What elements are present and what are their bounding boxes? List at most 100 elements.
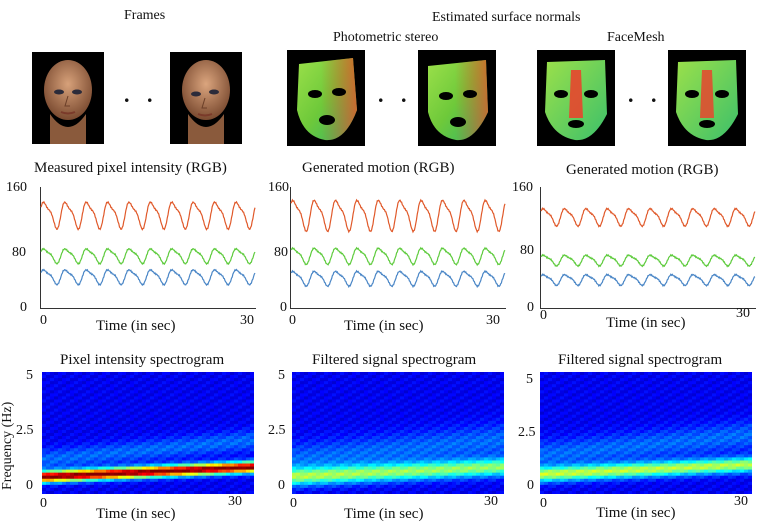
spectrogram-cell: [62, 463, 67, 467]
spectrogram-cell: [98, 402, 103, 406]
spectrogram-cell: [54, 387, 59, 391]
spectrogram-cell: [336, 466, 341, 470]
spectrogram-cell: [436, 490, 441, 494]
spectrogram-cell: [464, 411, 469, 416]
spectrogram-cell: [98, 463, 103, 467]
spectrogram-cell: [496, 378, 501, 382]
spectrogram-cell: [392, 454, 397, 458]
spectrogram-cell: [218, 463, 223, 467]
signal-xlabel-2: Time (in sec): [344, 318, 424, 334]
spectrogram-cell: [134, 387, 139, 391]
spectrogram-cell: [424, 378, 429, 382]
spectrogram-cell: [118, 411, 123, 416]
spectrogram-cell: [86, 372, 91, 376]
spectrogram-cell: [376, 487, 381, 492]
spectrogram-cell: [162, 426, 167, 431]
spectrogram-cell: [500, 399, 504, 403]
spectrogram-cell: [412, 402, 417, 406]
spectrogram-cell: [420, 384, 425, 388]
spectrogram-cell: [102, 442, 107, 446]
spectrogram-cell: [396, 451, 401, 455]
spectrogram-cell: [412, 393, 417, 397]
spectrogram-cell: [246, 469, 251, 474]
spectrogram-cell: [444, 478, 449, 483]
spectrogram-cell: [320, 445, 325, 449]
spectrogram-cell: [416, 454, 421, 458]
spectrogram-cell: [98, 466, 103, 470]
spectrogram-cell: [230, 384, 235, 388]
spectrogram-cell: [444, 387, 449, 391]
spectrogram-cell: [106, 439, 111, 443]
spectrogram-cell: [424, 390, 429, 394]
spectrogram-cell: [452, 460, 457, 464]
spectrogram-cell: [396, 423, 401, 428]
spectrogram-cell: [202, 490, 207, 494]
spectrogram-cell: [352, 439, 357, 443]
spectrogram-cell: [296, 469, 301, 474]
spectrogram-cell: [174, 411, 179, 416]
spectrogram-cell: [328, 484, 333, 489]
spectrogram-cell: [70, 408, 75, 413]
spectrogram-cell: [484, 384, 489, 388]
spectrogram-cell: [600, 399, 605, 403]
spectrogram-cell: [344, 457, 349, 461]
spectrogram-cell: [440, 372, 445, 376]
spectrogram-cell: [206, 460, 211, 464]
spectrogram-cell: [412, 484, 417, 489]
spectrogram-cell: [106, 436, 111, 440]
spectrogram-cell: [170, 439, 175, 443]
spectrogram-cell: [456, 475, 461, 480]
spectrogram-cell: [588, 429, 593, 434]
spectrogram-cell: [432, 454, 437, 458]
spectrogram-cell: [250, 460, 254, 464]
spectrogram-cell: [544, 436, 549, 440]
spectrogram-cell: [564, 433, 569, 437]
spectrogram-cell: [552, 436, 557, 440]
spectrogram-cell: [568, 396, 573, 400]
spectrogram-cell: [560, 390, 565, 394]
spectrogram-cell: [324, 433, 329, 437]
spectrogram-cell: [484, 448, 489, 452]
spectrogram-cell: [540, 472, 545, 477]
spectrogram-cell: [66, 414, 71, 419]
spectrogram-cell: [170, 414, 175, 419]
spectrogram-cell: [468, 463, 473, 467]
spectrogram-cell: [552, 387, 557, 391]
spectrogram-cell: [344, 423, 349, 428]
signal-xtick-0: 0: [540, 308, 547, 323]
spectrogram-cell: [572, 396, 577, 400]
spectrogram-cell: [360, 469, 365, 474]
spectrogram-cell: [500, 405, 504, 409]
spectrogram-cell: [74, 490, 79, 494]
spectrogram-cell: [90, 475, 95, 480]
spectrogram-cell: [460, 399, 465, 403]
spectrogram-cell: [320, 396, 325, 400]
spectrogram-cell: [130, 475, 135, 480]
spectrogram-cell: [312, 429, 317, 434]
spectrogram-cell: [210, 472, 215, 477]
spectrogram-cell: [142, 417, 147, 422]
spectrogram-cell: [324, 390, 329, 394]
spectrogram-cell: [126, 399, 131, 403]
spectrogram-cell: [352, 375, 357, 379]
spectrogram-cell: [580, 457, 585, 461]
spectrogram-cell: [424, 433, 429, 437]
spectrogram-cell: [194, 481, 199, 486]
spectrogram-cell: [316, 448, 321, 452]
spectrogram-cell: [456, 420, 461, 425]
spectrogram-cell: [246, 472, 251, 477]
spectrogram-cell: [376, 451, 381, 455]
spectrogram-cell: [360, 429, 365, 434]
spectrogram-cell: [134, 442, 139, 446]
spectrogram-cell: [226, 384, 231, 388]
spectrogram-cell: [484, 402, 489, 406]
spectrogram-cell: [600, 490, 605, 494]
spectrogram-cell: [476, 414, 481, 419]
spectrogram-cell: [138, 375, 143, 379]
spectrogram-cell: [332, 439, 337, 443]
spectrogram-cell: [78, 402, 83, 406]
spectrogram-cell: [448, 426, 453, 431]
spectrogram-cell: [584, 478, 589, 483]
spectrogram-cell: [296, 460, 301, 464]
spectrogram-cell: [102, 439, 107, 443]
